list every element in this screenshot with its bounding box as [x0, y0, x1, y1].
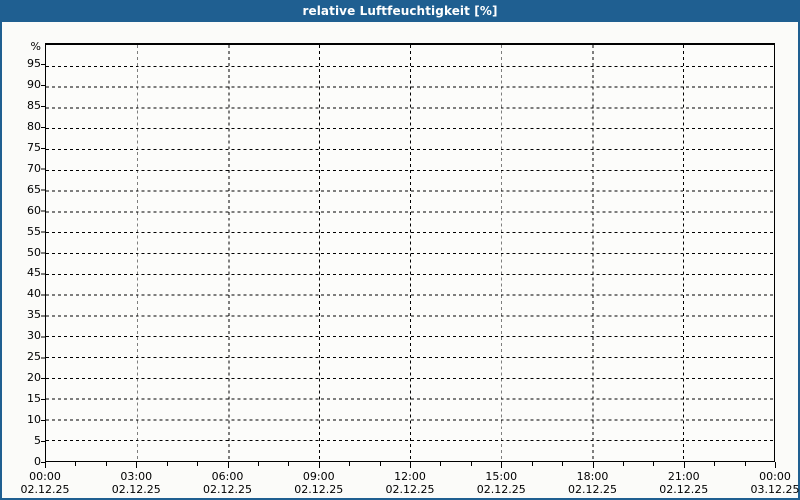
y-axis-tick-label: 45 [27, 266, 41, 280]
y-axis-tick-label: 15 [27, 392, 41, 406]
y-axis-tick-label: 10 [27, 413, 41, 427]
x-axis-tick-date: 02.12.25 [203, 483, 252, 496]
grid-lines [46, 45, 774, 461]
x-axis-tick-label: 03:00 02.12.25 [91, 470, 181, 496]
y-axis-tick-label: 90 [27, 77, 41, 91]
y-axis-tick-label: 25 [27, 350, 41, 364]
page-title: relative Luftfeuchtigkeit [%] [302, 4, 498, 18]
y-axis-tick-label: 40 [27, 287, 41, 301]
y-axis-tick-label: 30 [27, 329, 41, 343]
y-axis-tick-label: 55 [27, 224, 41, 238]
y-axis-unit-label: % [30, 39, 41, 53]
x-axis-tick-time: 18:00 [576, 470, 609, 483]
y-axis-tick-label: 75 [27, 140, 41, 154]
x-axis-tick-label: 12:00 02.12.25 [365, 470, 455, 496]
x-axis-tick-date: 02.12.25 [294, 483, 344, 496]
x-axis-tick-date: 02.12.25 [111, 483, 161, 496]
x-axis-tick-time: 09:00 [302, 470, 335, 483]
y-axis-tick-label: 65 [27, 182, 41, 196]
x-axis-tick-time: 21:00 [667, 470, 700, 483]
y-axis-tick-label: 70 [27, 161, 41, 175]
x-axis-tick-time: 12:00 [394, 470, 426, 483]
y-axis-tick-label: 20 [27, 371, 41, 385]
x-axis-tick-label: 18:00 02.12.25 [548, 470, 638, 496]
x-axis-tick-time: 06:00 [211, 470, 244, 483]
window-title-bar: relative Luftfeuchtigkeit [%] [0, 0, 800, 22]
x-axis-tick-date: 03.12.25 [750, 483, 800, 496]
x-axis-tick-time: 03:00 [120, 470, 153, 483]
x-axis-tick-label: 09:00 02.12.25 [274, 470, 364, 496]
x-axis-tick-label: 06:00 02.12.25 [183, 470, 273, 496]
plot-area [45, 43, 775, 462]
x-axis-tick-date: 02.12.25 [385, 483, 435, 496]
x-axis-tick-date: 02.12.25 [20, 483, 70, 496]
x-axis-tick-date: 02.12.25 [568, 483, 617, 496]
x-axis-tick-time: 00:00 [759, 470, 791, 483]
y-axis-tick-label: 0 [34, 455, 41, 468]
x-axis-tick-time: 00:00 [29, 470, 61, 483]
x-axis-tick-date: 02.12.25 [659, 483, 709, 496]
x-axis-tick-time: 15:00 [485, 470, 518, 483]
y-axis-tick-label: 85 [27, 98, 41, 112]
y-axis-labels: 0 5 10 15 20 25 30 35 40 45 50 55 60 65 70 75 80 85 90 95% [0, 0, 41, 500]
y-axis-tick-label: 95 [27, 56, 41, 70]
x-axis-tick-date: 02.12.25 [476, 483, 526, 496]
x-axis-tick-label: 21:00 02.12.25 [639, 470, 729, 496]
y-axis-tick-label: 60 [27, 203, 41, 217]
y-axis-tick-label: 80 [27, 119, 41, 133]
x-axis-tick-label: 00:00 03.12.25 [730, 470, 800, 496]
y-axis-tick-label: 35 [27, 308, 41, 322]
x-axis-tick-label: 00:00 02.12.25 [0, 470, 90, 496]
y-axis-tick-label: 5 [34, 434, 41, 448]
y-axis-tick-label: 50 [27, 245, 41, 259]
x-axis-tick-label: 15:00 02.12.25 [456, 470, 546, 496]
